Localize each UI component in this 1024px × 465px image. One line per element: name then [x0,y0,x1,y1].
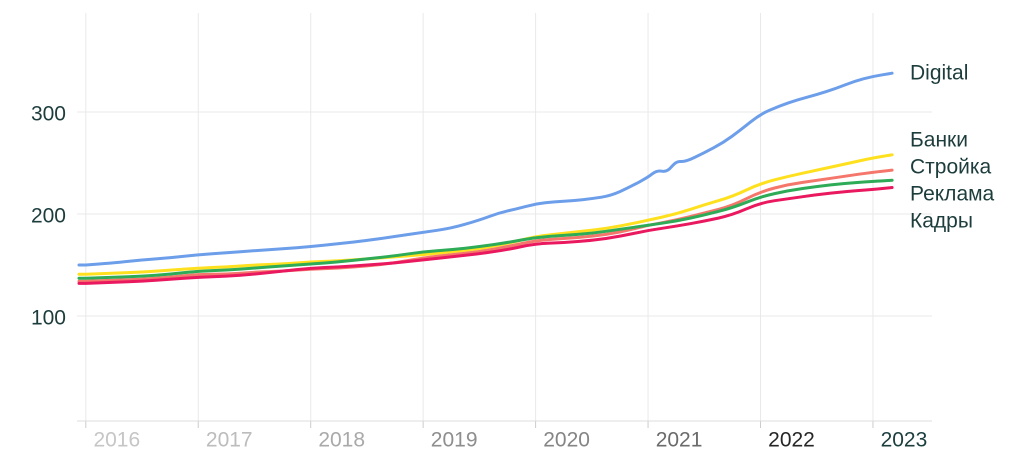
series-line-Кадры [77,186,894,285]
x-axis-label-2017: 2017 [205,428,253,452]
x-axis-label-2019: 2019 [430,428,478,452]
legend-label-Digital: Digital [910,61,969,85]
x-axis-label-2018: 2018 [318,428,366,452]
x-axis-label-2021: 2021 [655,428,703,452]
y-axis-label-300: 300 [30,102,66,126]
y-axis-label-100: 100 [30,306,66,330]
legend-label-Кадры: Кадры [910,209,973,233]
series-line-Реклама [77,178,894,280]
legend-label-Банки: Банки [910,128,968,152]
legend-label-Стройка: Стройка [910,155,992,179]
y-axis-label-200: 200 [30,204,66,228]
series-line-Стройка [77,168,894,283]
x-axis-label-2020: 2020 [543,428,590,452]
x-axis-label-2023: 2023 [880,428,928,452]
legend-label-Реклама: Реклама [910,182,995,206]
x-axis-label-2016: 2016 [93,428,141,452]
x-axis-label-2022: 2022 [768,428,815,452]
series-line-Digital [77,71,894,267]
